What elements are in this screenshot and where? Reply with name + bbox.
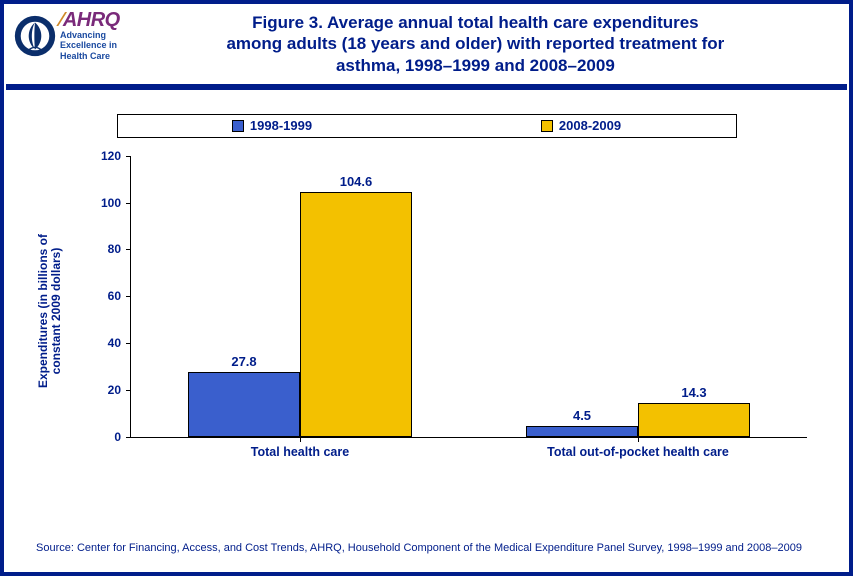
- bar-value-label: 104.6: [340, 174, 373, 189]
- source-note: Source: Center for Financing, Access, an…: [36, 542, 817, 556]
- header: ⁄AHRQ Advancing Excellence in Health Car…: [4, 4, 849, 76]
- bar: 4.5: [526, 426, 638, 437]
- y-tick: [126, 203, 131, 204]
- title-line: Figure 3. Average annual total health ca…: [120, 12, 831, 33]
- title-line: among adults (18 years and older) with r…: [120, 33, 831, 54]
- divider-bar: [6, 84, 847, 90]
- y-tick: [126, 343, 131, 344]
- category-label: Total health care: [251, 445, 349, 459]
- legend: 1998-1999 2008-2009: [117, 114, 737, 138]
- y-tick: [126, 249, 131, 250]
- bar-value-label: 4.5: [573, 408, 591, 423]
- bar: 104.6: [300, 192, 412, 437]
- x-tick: [300, 437, 301, 442]
- y-tick-label: 0: [114, 430, 121, 444]
- legend-label: 1998-1999: [250, 118, 312, 133]
- y-tick: [126, 156, 131, 157]
- legend-item: 1998-1999: [118, 118, 427, 133]
- legend-swatch: [232, 120, 244, 132]
- bar-value-label: 27.8: [231, 354, 256, 369]
- legend-item: 2008-2009: [427, 118, 736, 133]
- chart: 1998-1999 2008-2009 Expenditures (in bil…: [46, 114, 807, 466]
- y-tick-label: 80: [108, 242, 121, 256]
- plot-area: 02040608010012027.8104.6Total health car…: [130, 156, 807, 438]
- y-tick: [126, 296, 131, 297]
- ahrq-tagline-3: Health Care: [60, 52, 120, 61]
- y-tick-label: 40: [108, 336, 121, 350]
- logo-block: ⁄AHRQ Advancing Excellence in Health Car…: [14, 10, 120, 61]
- y-tick-label: 60: [108, 289, 121, 303]
- ahrq-logo-text: ⁄AHRQ Advancing Excellence in Health Car…: [60, 10, 120, 61]
- legend-label: 2008-2009: [559, 118, 621, 133]
- hhs-seal-icon: [14, 15, 56, 57]
- y-tick-label: 20: [108, 383, 121, 397]
- figure-frame: ⁄AHRQ Advancing Excellence in Health Car…: [0, 0, 853, 576]
- legend-swatch: [541, 120, 553, 132]
- x-tick: [638, 437, 639, 442]
- y-axis-title: Expenditures (in billions of constant 20…: [37, 191, 63, 431]
- category-label: Total out-of-pocket health care: [547, 445, 729, 459]
- y-tick: [126, 437, 131, 438]
- ahrq-brand: ⁄AHRQ: [60, 10, 120, 30]
- figure-title: Figure 3. Average annual total health ca…: [120, 10, 839, 76]
- bar-value-label: 14.3: [681, 385, 706, 400]
- y-tick: [126, 390, 131, 391]
- ahrq-tagline-2: Excellence in: [60, 41, 120, 50]
- ahrq-tagline-1: Advancing: [60, 31, 120, 40]
- bar: 27.8: [188, 372, 300, 437]
- y-tick-label: 120: [101, 149, 121, 163]
- title-line: asthma, 1998–1999 and 2008–2009: [120, 55, 831, 76]
- bar: 14.3: [638, 403, 750, 436]
- plot-region: Expenditures (in billions of constant 20…: [98, 156, 807, 466]
- y-tick-label: 100: [101, 196, 121, 210]
